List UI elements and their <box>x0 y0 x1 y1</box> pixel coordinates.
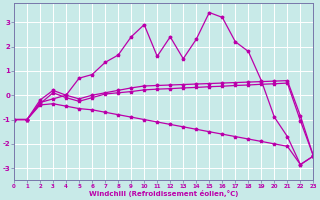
X-axis label: Windchill (Refroidissement éolien,°C): Windchill (Refroidissement éolien,°C) <box>89 190 238 197</box>
